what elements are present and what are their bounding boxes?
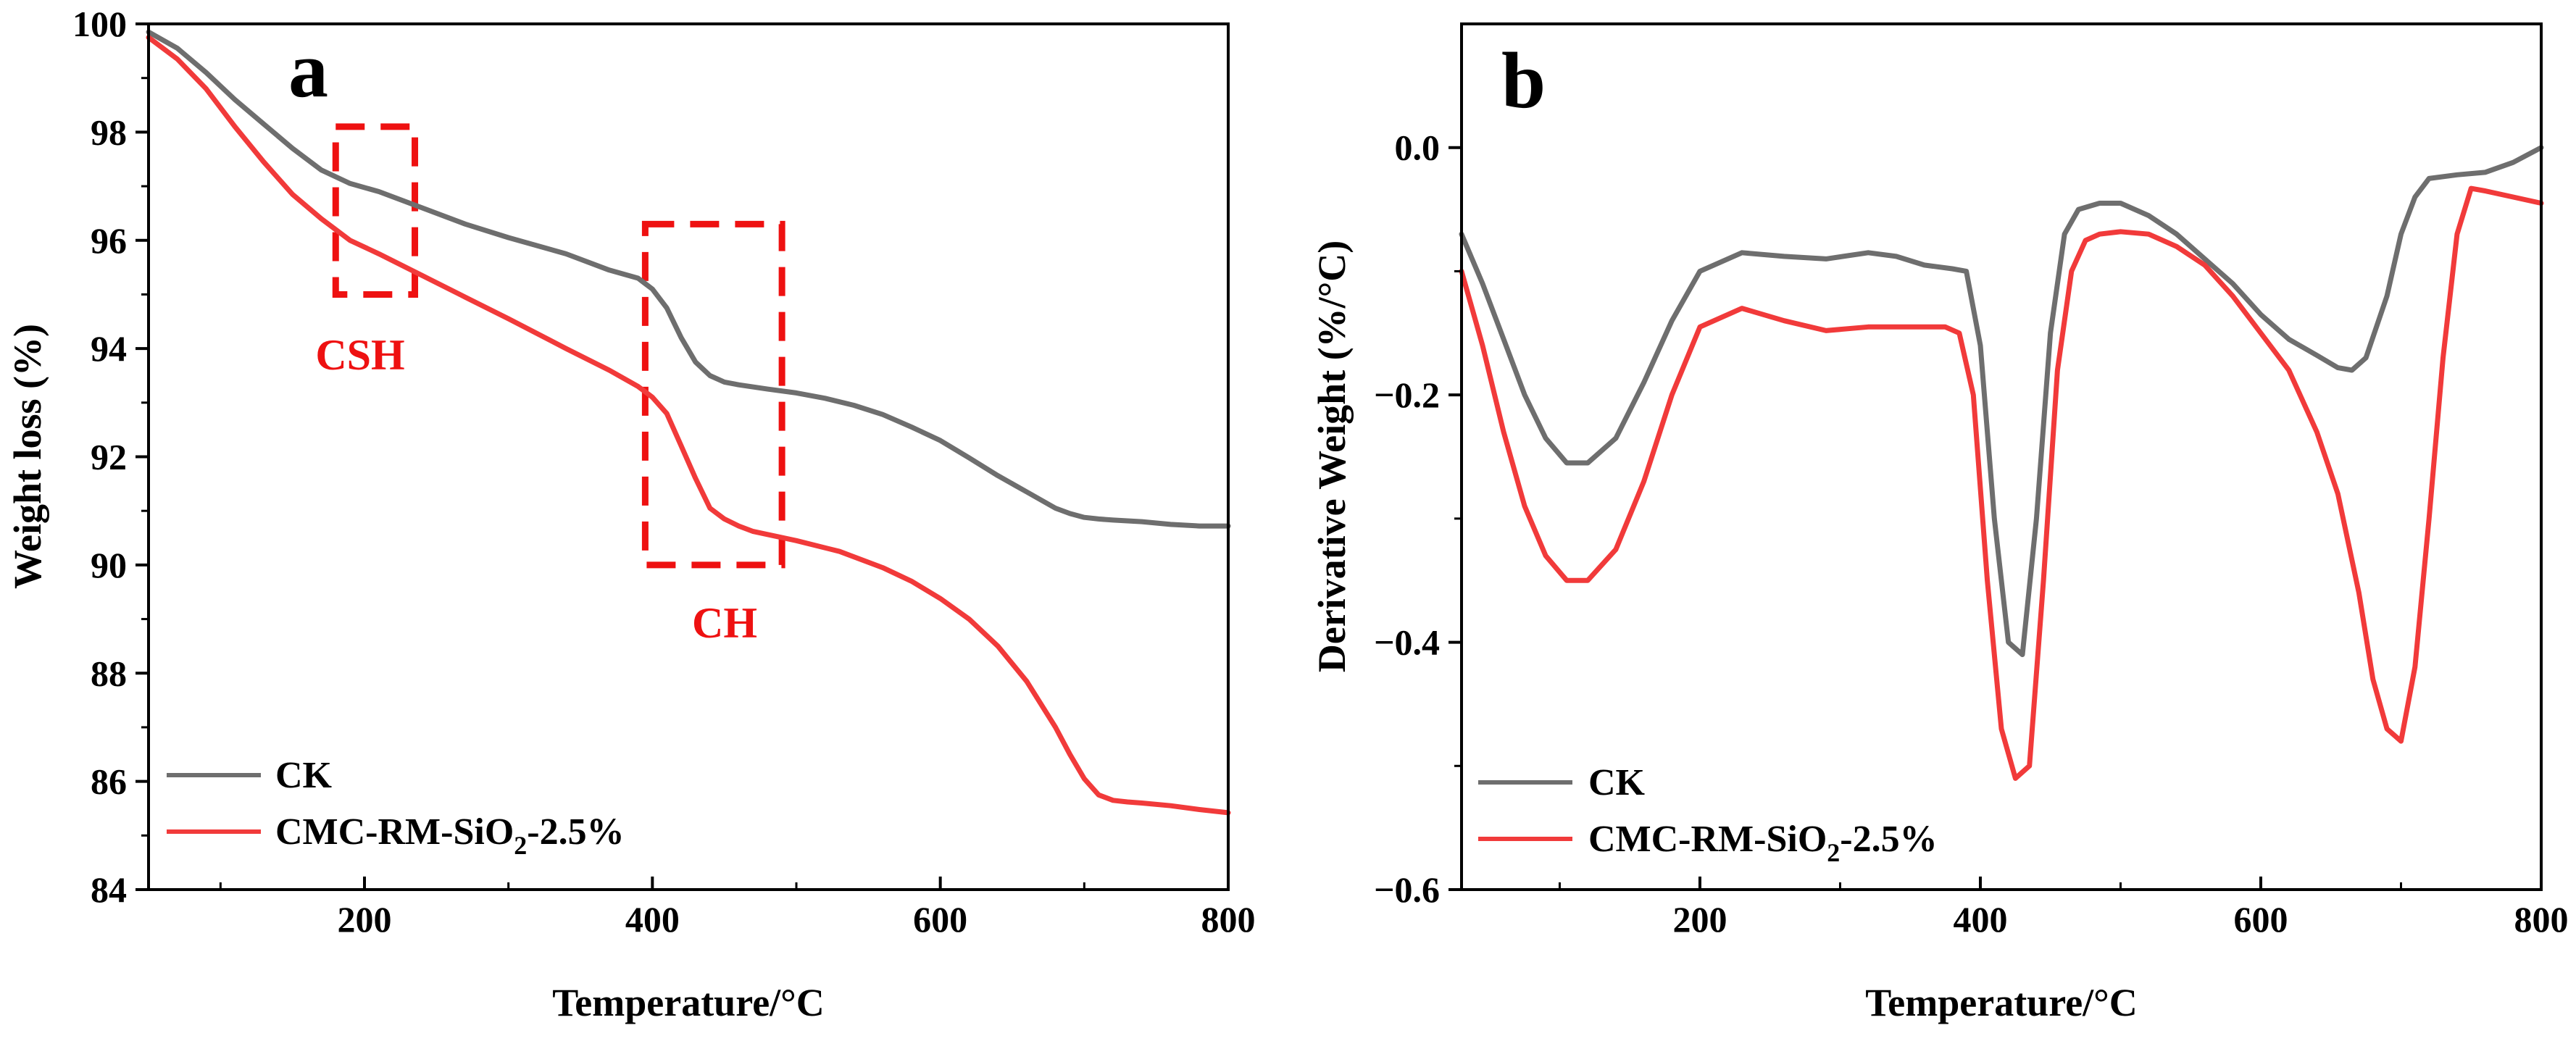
panel-b-x-tick-label: 400 [1953,899,2007,940]
panel-a-series-ck [146,29,1231,529]
panel-b-legend-label-ck: CK [1588,762,1646,803]
panel-b-legend: CK CMC-RM-SiO2-2.5% [1478,762,1938,867]
panel-a-x-tick-label: 400 [625,899,680,940]
panel-a-legend-label-cmc: CMC-RM-SiO2-2.5% [275,811,625,860]
panel-a-x-axis-title: Temperature/°C [552,981,825,1024]
panel-b-frame [1460,22,2543,891]
panel-b-y-axis-title: Derivative Weight (%/°C) [1310,241,1354,672]
panel-b-y-tick-label: 0.0 [1395,127,1441,168]
panel-a-legend: CK CMC-RM-SiO2-2.5% [167,755,625,860]
panel-b-series-cmc-rm-sio2-2-5 [1459,185,2544,781]
panel-a-plot-area [146,29,1231,816]
panel-b-y-tick-label: −0.6 [1374,869,1440,910]
panel-a-y-tick-label: 96 [91,220,127,261]
annotation-box-csh [332,123,419,298]
panel-a-frame [147,22,1230,891]
panel-a-y-axis-title: Weight loss (%) [6,324,49,589]
panel-b-y-tick-label: −0.4 [1374,622,1440,663]
panel-a-y-tick-label: 94 [91,328,127,369]
panel-a-series-cmc-rm-sio2-2-5 [146,35,1231,816]
panel-b-x-tick-label: 200 [1672,899,1727,940]
panel-b: 200 400 600 800 −0.6 −0.4 −0.2 0.0 b Temperatur… [1310,22,2569,1024]
panel-a-y-tick-label: 86 [91,761,127,802]
panel-a-ticks: 200 400 600 800 84 86 88 90 92 94 96 98 100 [72,4,1256,940]
panel-b-series-ck [1459,145,2544,658]
panel-b-plot-area [1459,145,2544,781]
annotation-ch-label: CH [692,599,757,647]
panel-a-y-tick-label: 100 [72,4,127,44]
panel-a-y-tick-label: 92 [91,437,127,477]
panel-a-x-tick-label: 200 [338,899,392,940]
panel-a-x-tick-label: 600 [913,899,967,940]
panel-b-label: b [1501,36,1546,125]
panel-a-legend-label-ck: CK [275,755,333,796]
panel-b-x-tick-label: 600 [2233,899,2288,940]
panel-a-label: a [288,25,328,114]
panel-b-x-tick-label: 800 [2514,899,2569,940]
panel-b-x-axis-title: Temperature/°C [1865,981,2138,1024]
panel-a-x-tick-label: 800 [1201,899,1256,940]
panel-a-y-tick-label: 88 [91,653,127,693]
panel-a-y-tick-label: 84 [91,869,127,910]
panel-a-y-tick-label: 98 [91,112,127,152]
panel-b-y-tick-label: −0.2 [1374,375,1440,415]
panel-a: 200 400 600 800 84 86 88 90 92 94 96 98 100 a Temper… [6,4,1256,1024]
panel-b-ticks: 200 400 600 800 −0.6 −0.4 −0.2 0.0 [1374,127,2569,940]
annotation-csh-label: CSH [315,331,404,379]
panel-a-y-tick-label: 90 [91,545,127,585]
panel-b-legend-label-cmc: CMC-RM-SiO2-2.5% [1588,819,1938,867]
